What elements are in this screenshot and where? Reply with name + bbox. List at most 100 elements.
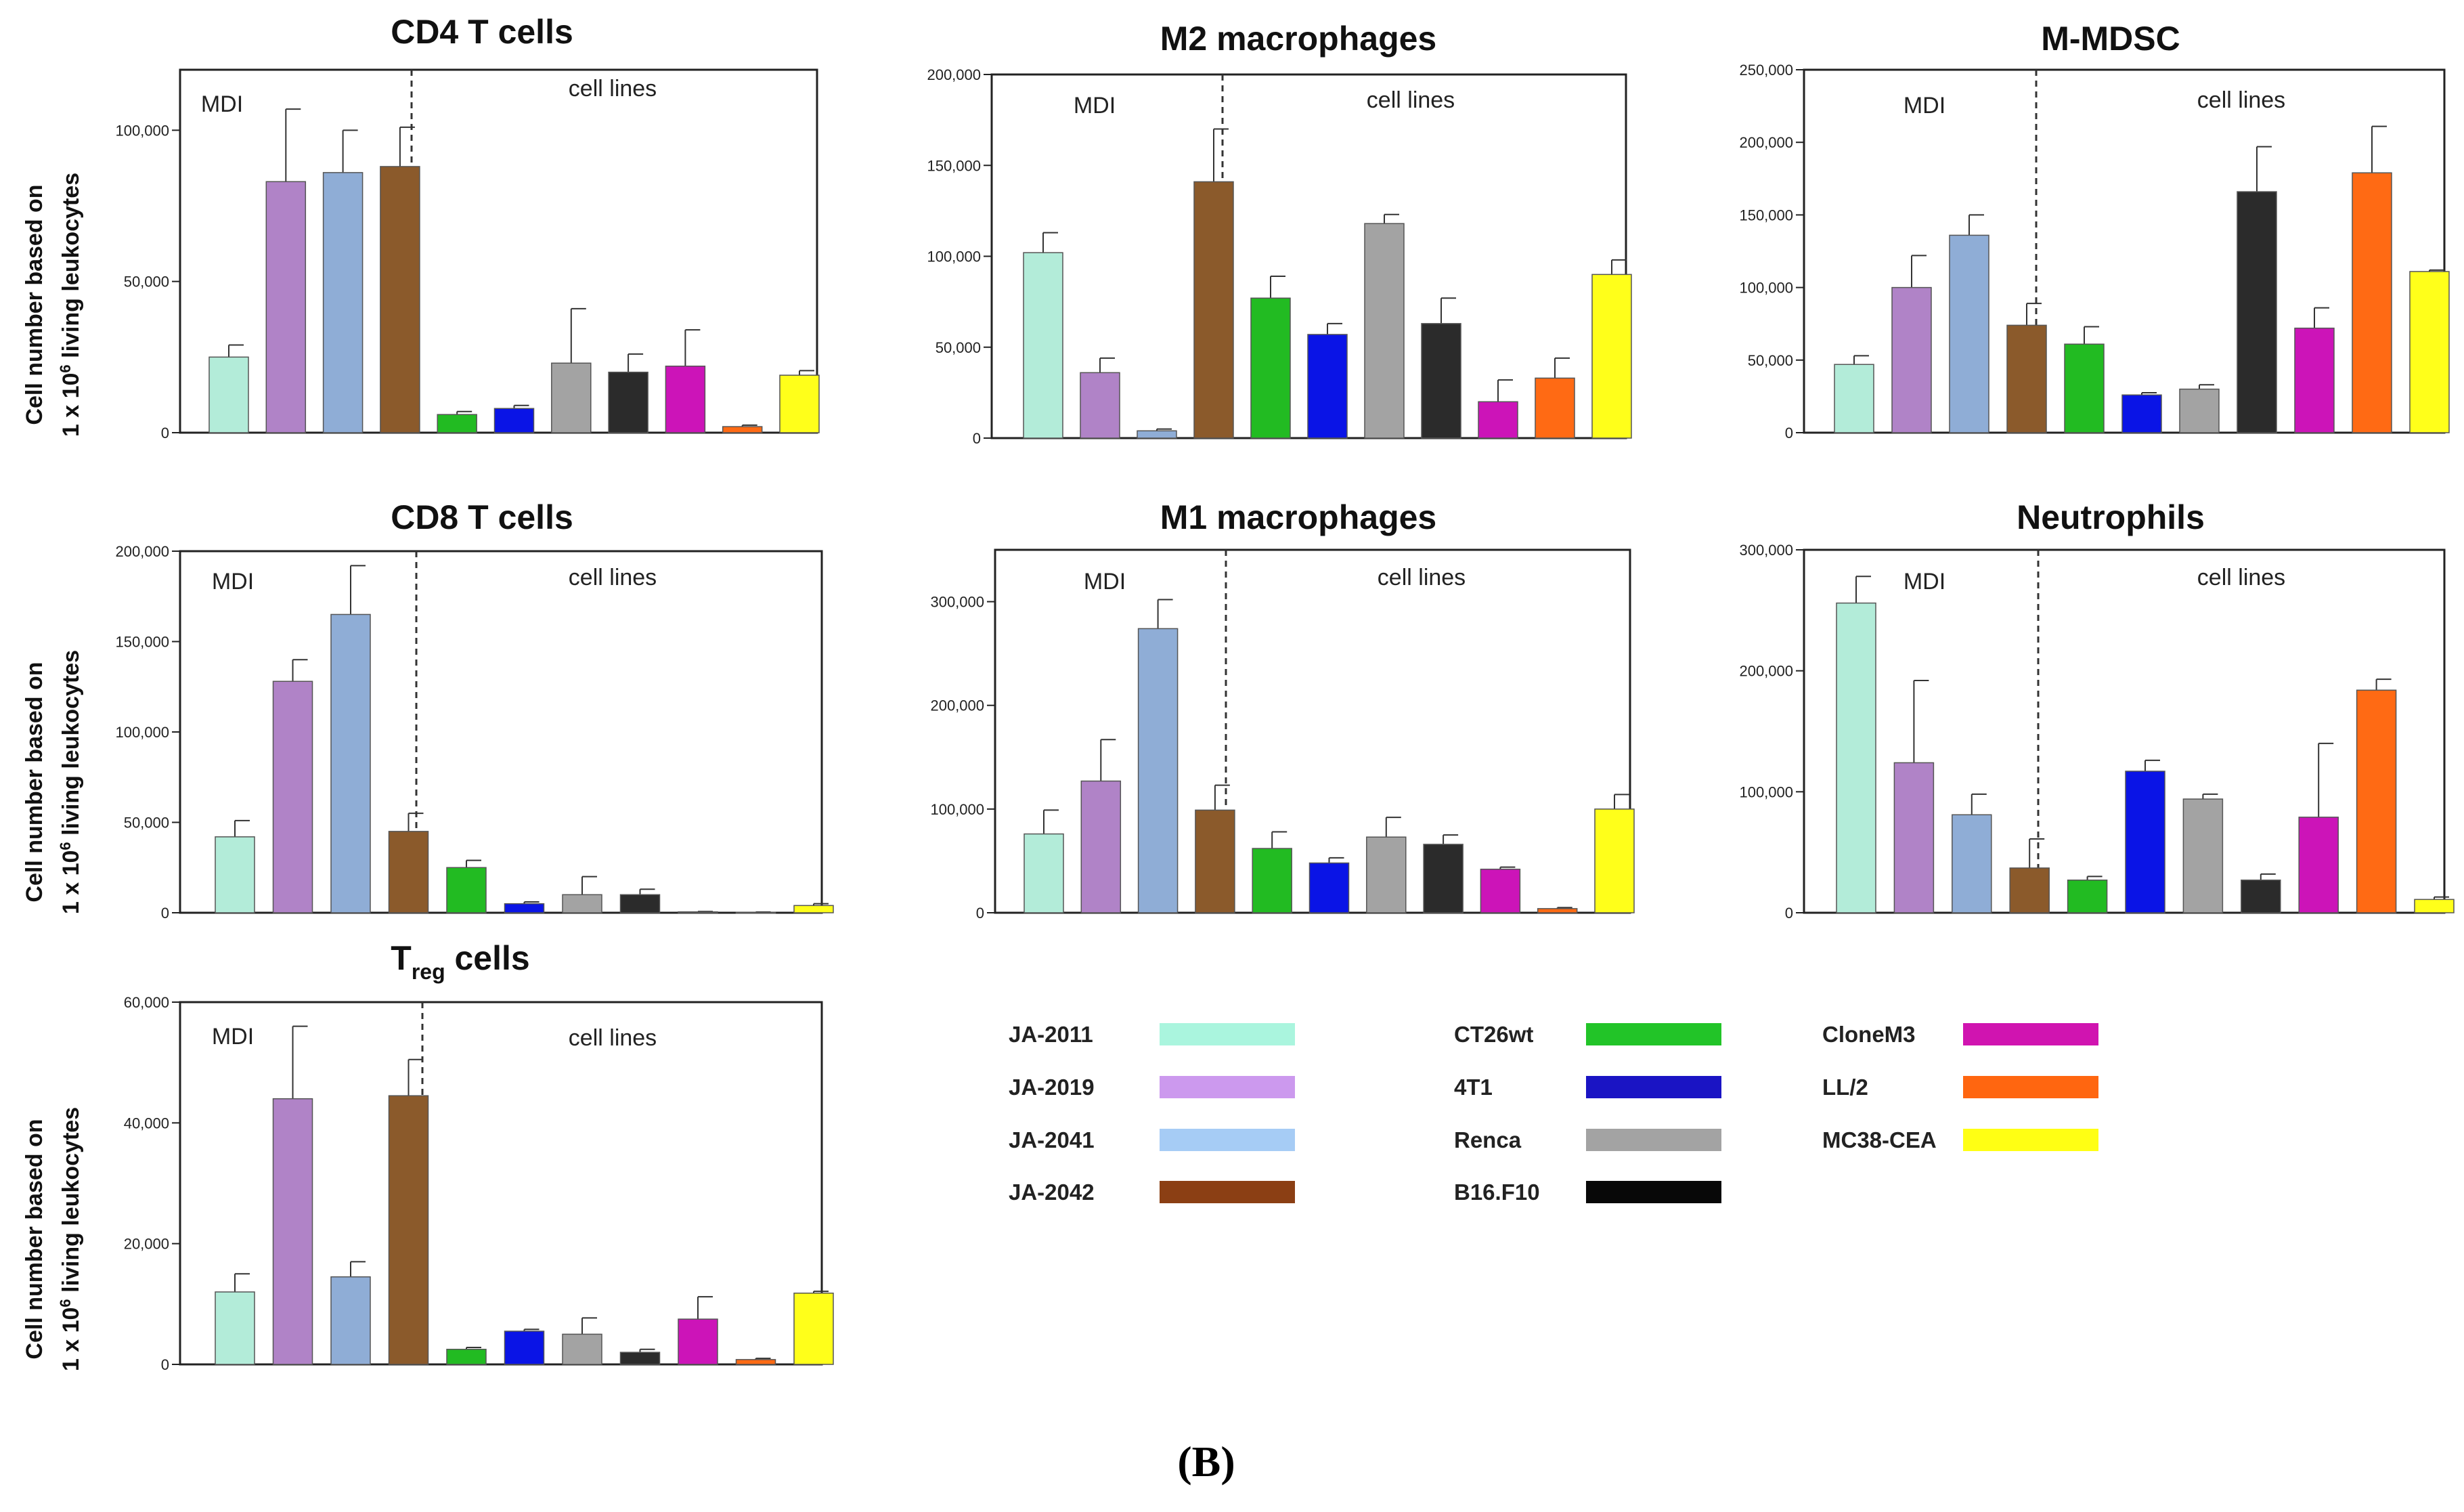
y-tick-label: 250,000 <box>1739 62 1793 79</box>
legend-item-ja-2011: JA-2011 <box>1009 1022 1295 1047</box>
y-tick-label: 50,000 <box>936 339 981 356</box>
group-label-cell-lines: cell lines <box>2197 87 2285 113</box>
group-label-mdi: MDI <box>201 91 243 117</box>
bar-renca <box>2179 388 2220 433</box>
bar-renca <box>562 894 602 913</box>
y-tick-label: 100,000 <box>115 724 169 741</box>
bar-mc38-cea <box>1594 808 1635 913</box>
bar-ll-2 <box>735 1359 776 1365</box>
bar-ja-2042 <box>2009 867 2050 913</box>
group-label-cell-lines: cell lines <box>569 565 657 590</box>
y-tick-label: 50,000 <box>1748 352 1793 369</box>
legend-item-b16-f10: B16.F10 <box>1454 1180 1721 1205</box>
legend-item-ja-2019: JA-2019 <box>1009 1075 1295 1100</box>
bars <box>1834 125 2450 433</box>
y-tick-label: 20,000 <box>124 1236 169 1253</box>
plot-frame <box>179 1001 823 1366</box>
legend: JA-2011 JA-2019 JA-2041 JA-2042 CT26wt 4T1 Ren… <box>1009 1022 2098 1205</box>
y-axis-label-line1: Cell number based on <box>22 184 47 425</box>
bar-ja-2041 <box>330 1276 371 1365</box>
legend-swatch <box>1586 1076 1721 1098</box>
legend-label: CloneM3 <box>1822 1022 1916 1047</box>
chart-treg-cells: Treg cells MDI cell lines 0 20,000 40,000 6… <box>22 939 834 1373</box>
legend-swatch <box>1963 1076 2098 1098</box>
bars <box>215 1025 834 1365</box>
bars <box>1836 576 2455 913</box>
legend-swatch <box>1963 1023 2098 1045</box>
bar-ja-2019 <box>272 1098 313 1365</box>
y-tick-label: 0 <box>1785 905 1793 922</box>
bar-ja-2042 <box>1193 181 1234 439</box>
chart-title: Neutrophils <box>2017 498 2205 536</box>
chart-m-mdsc: M-MDSC MDI cell lines 0 50,000 100,000 150,… <box>1739 20 2450 441</box>
y-tick-label: 200,000 <box>927 66 981 83</box>
group-label-cell-lines: cell lines <box>2197 565 2285 590</box>
legend-swatch <box>1160 1023 1295 1045</box>
y-tick-label: 300,000 <box>1739 542 1793 559</box>
bar-ja-2042 <box>388 1095 429 1365</box>
legend-item-ja-2042: JA-2042 <box>1009 1180 1295 1205</box>
legend-swatch <box>1160 1076 1295 1098</box>
legend-label: CT26wt <box>1454 1022 1533 1047</box>
chart-title: M2 macrophages <box>1160 20 1436 58</box>
bar-ja-2019 <box>1080 372 1120 439</box>
bar-clonem3 <box>2294 327 2335 433</box>
bar-clonem3 <box>1480 868 1521 913</box>
legend-label: JA-2041 <box>1009 1127 1095 1152</box>
bar-ja-2011 <box>1836 602 1876 913</box>
legend-item-mc38-cea: MC38-CEA <box>1822 1127 2098 1152</box>
bar-ll-2 <box>2356 689 2397 913</box>
bars <box>1023 128 1632 439</box>
group-label-mdi: MDI <box>1084 569 1126 595</box>
bar-b16-f10 <box>1421 323 1461 439</box>
bar-ja-2041 <box>330 613 371 913</box>
bar-4t1 <box>1308 862 1350 913</box>
bar-b16-f10 <box>2241 880 2281 913</box>
legend-label: MC38-CEA <box>1822 1127 1937 1152</box>
bar-ja-2041 <box>1952 814 1992 913</box>
bar-ja-2019 <box>1891 286 1932 433</box>
y-tick-label: 50,000 <box>124 815 169 831</box>
legend-label: JA-2019 <box>1009 1075 1095 1100</box>
legend-label: LL/2 <box>1822 1075 1868 1100</box>
bars <box>208 108 820 433</box>
legend-swatch <box>1586 1129 1721 1151</box>
bar-ja-2041 <box>322 172 364 433</box>
legend-swatch <box>1586 1023 1721 1045</box>
y-tick-label: 100,000 <box>1739 783 1793 800</box>
bar-ct26wt <box>1252 848 1292 913</box>
bar-mc38-cea <box>2414 899 2455 913</box>
group-label-mdi: MDI <box>1904 93 1945 118</box>
y-tick-label: 100,000 <box>115 122 169 139</box>
bar-mc38-cea <box>1591 274 1632 439</box>
chart-title: M1 macrophages <box>1160 498 1436 536</box>
y-axis-ticks: 0 20,000 40,000 60,000 <box>124 994 180 1373</box>
bar-ct26wt <box>2067 880 2108 913</box>
chart-title: M-MDSC <box>2041 20 2180 58</box>
y-tick-label: 150,000 <box>927 157 981 174</box>
legend-item-ja-2041: JA-2041 <box>1009 1127 1295 1152</box>
y-tick-label: 200,000 <box>1739 134 1793 151</box>
group-label-mdi: MDI <box>212 1024 254 1050</box>
bar-ja-2011 <box>215 836 255 913</box>
bar-ll-2 <box>2352 172 2392 433</box>
legend-item-ll-2: LL/2 <box>1822 1075 2098 1100</box>
y-tick-label: 200,000 <box>930 697 984 714</box>
legend-label: JA-2011 <box>1009 1022 1093 1047</box>
group-label-mdi: MDI <box>1904 569 1945 595</box>
bar-clonem3 <box>678 911 718 913</box>
y-axis-ticks: 0 50,000 100,000 150,000 200,000 <box>115 543 180 922</box>
bar-ja-2011 <box>215 1291 255 1365</box>
bar-renca <box>1366 836 1407 913</box>
y-axis-label-line2: 1 x 106 living leukocytes <box>57 650 84 914</box>
bar-ja-2042 <box>2006 324 2047 433</box>
legend-item-clonem3: CloneM3 <box>1822 1022 2098 1047</box>
chart-title: CD8 T cells <box>391 498 573 536</box>
group-label-mdi: MDI <box>212 569 254 595</box>
y-axis-ticks: 0 50,000 100,000 150,000 200,000 250,000 <box>1739 62 1804 441</box>
bar-b16-f10 <box>1423 844 1464 913</box>
bar-renca <box>551 362 592 433</box>
bar-mc38-cea <box>2409 271 2450 433</box>
chart-cd8-t-cells: CD8 T cells MDI cell lines 0 50,000 100,00… <box>22 498 834 922</box>
